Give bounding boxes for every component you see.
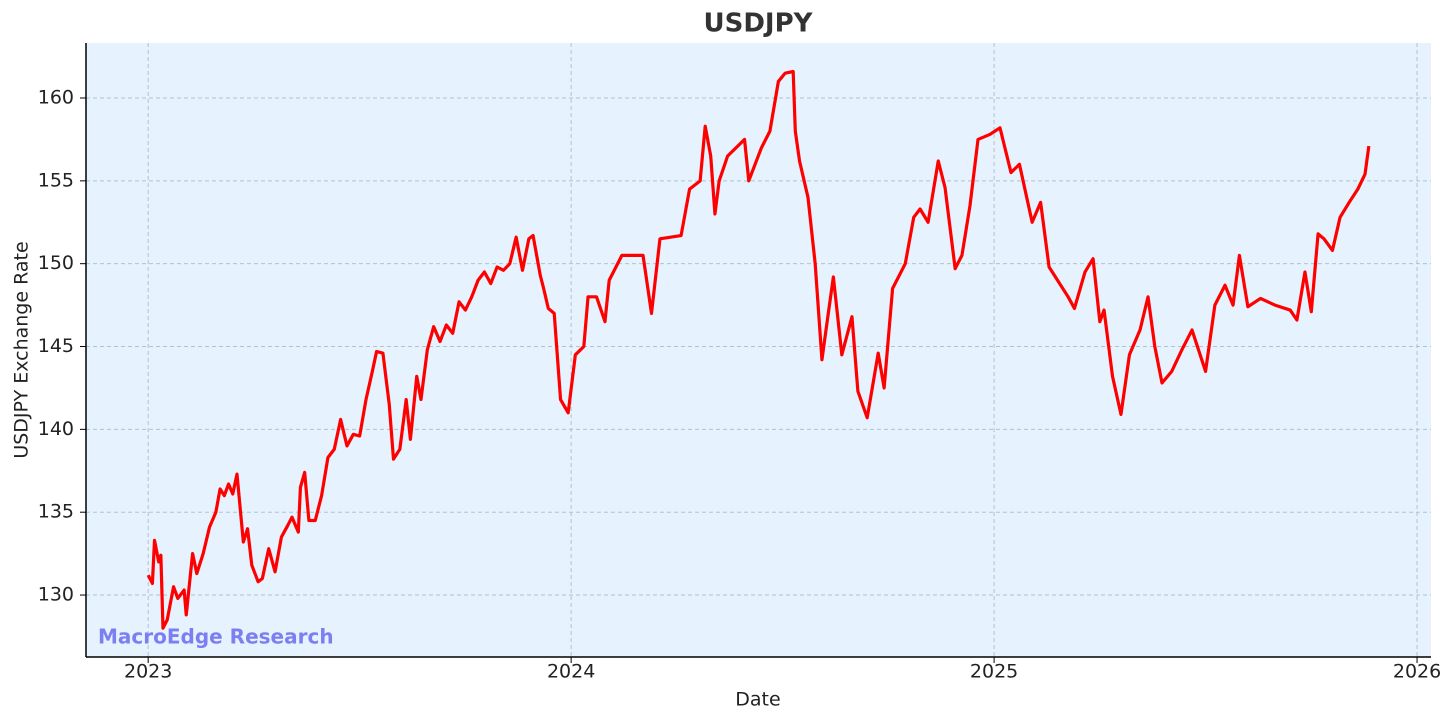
watermark: MacroEdge Research (98, 625, 334, 649)
price-line (146, 69, 1371, 630)
marks (146, 69, 1371, 630)
y-tick-label: 155 (38, 169, 74, 191)
plot-area (86, 43, 1431, 657)
y-tick-label: 130 (38, 584, 74, 606)
x-tick-label: 2024 (547, 661, 595, 683)
x-tick-label: 2023 (124, 661, 172, 683)
y-tick-label: 160 (38, 87, 74, 109)
chart-title: USDJPY (704, 9, 814, 39)
y-tick-label: 150 (38, 252, 74, 274)
y-axis-label: USDJPY Exchange Rate (11, 241, 33, 458)
y-tick-label: 140 (38, 418, 74, 440)
x-axis-label: Date (735, 689, 780, 711)
x-tick-label: 2026 (1393, 661, 1441, 683)
grid (86, 43, 1431, 657)
y-tick-label: 145 (38, 335, 74, 357)
y-tick-label: 135 (38, 501, 74, 523)
x-tick-label: 2025 (970, 661, 1018, 683)
